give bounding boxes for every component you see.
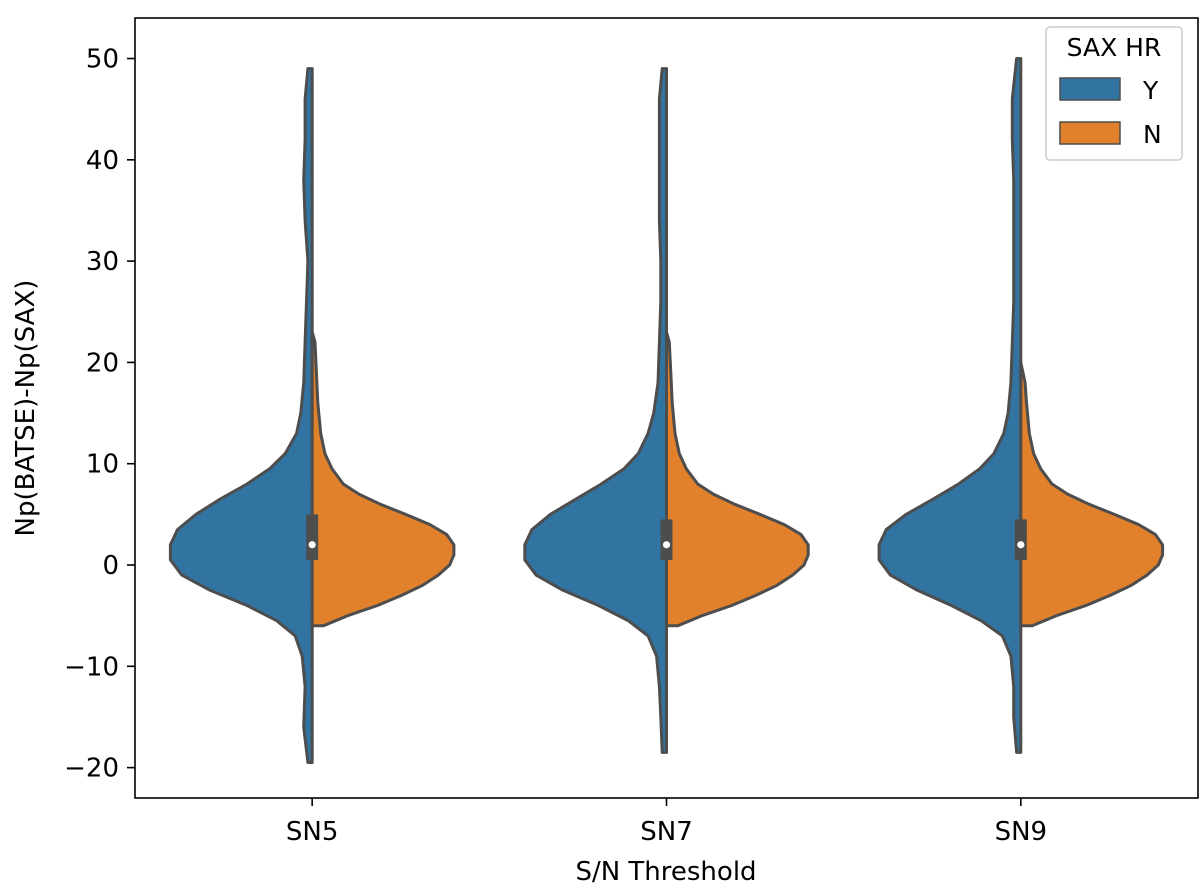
median-marker-sn7 <box>662 541 671 549</box>
x-tick-label-sn5: SN5 <box>286 817 339 847</box>
inner-box-sn5 <box>306 514 319 560</box>
violin-sn5-n <box>310 330 456 628</box>
y-tick-label: −10 <box>64 652 119 682</box>
violin-sn9-n <box>1019 360 1165 628</box>
y-tick-label: 30 <box>86 247 119 277</box>
violin-sn7-n <box>665 330 810 628</box>
legend-swatch-n <box>1059 121 1121 145</box>
x-axis: SN5 SN7 SN9 <box>286 798 1047 847</box>
inner-box-sn9 <box>1014 519 1027 560</box>
legend-label-y: Y <box>1142 76 1159 105</box>
y-tick-label: 10 <box>86 450 119 480</box>
legend-title: SAX HR <box>1067 33 1162 62</box>
violin-sn7-y <box>523 67 668 754</box>
median-marker-sn9 <box>1017 541 1025 549</box>
y-tick-label: 50 <box>86 45 119 75</box>
y-tick-label: −20 <box>64 754 119 784</box>
violin-sn9-y <box>877 57 1023 754</box>
median-marker-sn5 <box>308 541 316 549</box>
x-axis-label: S/N Threshold <box>575 857 756 887</box>
legend: SAX HR Y N <box>1045 26 1183 161</box>
x-tick-label-sn9: SN9 <box>995 817 1048 847</box>
y-axis-label: Np(BATSE)-Np(SAX) <box>11 280 41 537</box>
legend-label-n: N <box>1143 120 1162 149</box>
y-axis: −20 −10 0 10 20 30 40 50 <box>64 45 135 784</box>
legend-swatch-y <box>1059 77 1121 101</box>
y-tick-label: 20 <box>86 348 119 378</box>
inner-box-sn7 <box>660 519 673 560</box>
violins-layer <box>168 57 1165 764</box>
violin-sn5-y <box>168 67 314 764</box>
x-tick-label-sn7: SN7 <box>640 817 693 847</box>
y-tick-label: 40 <box>86 146 119 176</box>
y-tick-label: 0 <box>102 551 119 581</box>
inner-box-layer <box>306 514 1027 560</box>
